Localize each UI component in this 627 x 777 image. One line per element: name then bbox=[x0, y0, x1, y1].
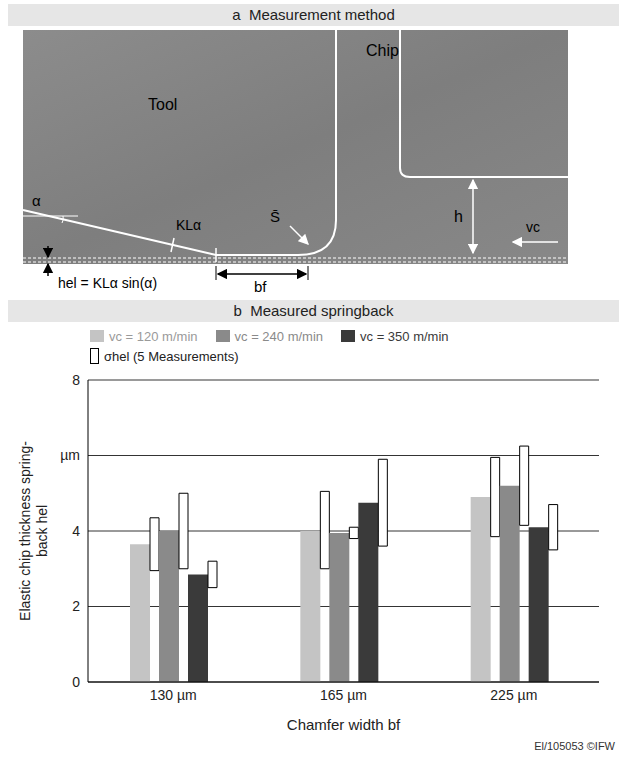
svg-text:S̄: S̄ bbox=[270, 208, 280, 225]
svg-text:4: 4 bbox=[72, 523, 80, 539]
svg-text:h: h bbox=[454, 208, 463, 225]
svg-text:hel = KLα sin(α): hel = KLα sin(α) bbox=[58, 275, 157, 291]
svg-text:Elastic chip thickness spring-: Elastic chip thickness spring- bbox=[17, 441, 33, 621]
svg-text:0: 0 bbox=[72, 674, 80, 690]
svg-text:µm: µm bbox=[60, 447, 80, 463]
svg-text:8: 8 bbox=[72, 372, 80, 388]
svg-text:vc: vc bbox=[526, 219, 540, 235]
svg-text:225 µm: 225 µm bbox=[490, 687, 537, 703]
svg-text:Tool: Tool bbox=[148, 96, 177, 113]
svg-text:2: 2 bbox=[72, 598, 80, 614]
svg-text:bf: bf bbox=[254, 278, 267, 295]
svg-text:back hel: back hel bbox=[34, 505, 50, 557]
svg-text:α: α bbox=[32, 192, 41, 209]
html-text:σhel (5 Measurements): σhel (5 Measurements) bbox=[104, 348, 239, 364]
svg-text:Chamfer width bf: Chamfer width bf bbox=[287, 716, 401, 733]
svg-text:130 µm: 130 µm bbox=[150, 687, 197, 703]
html-text:vc = 350 m/min: vc = 350 m/min bbox=[360, 328, 449, 344]
html-text:b Measured springback: b Measured springback bbox=[233, 302, 394, 319]
html-text:a Measurement method: a Measurement method bbox=[232, 6, 395, 23]
svg-text:KLα: KLα bbox=[176, 217, 201, 233]
html-text:El/105053 ©IFW: El/105053 ©IFW bbox=[534, 740, 615, 752]
html-text:vc = 240 m/min: vc = 240 m/min bbox=[234, 328, 323, 344]
html-text:vc = 120 m/min: vc = 120 m/min bbox=[109, 328, 198, 344]
svg-text:165 µm: 165 µm bbox=[320, 687, 367, 703]
svg-text:Chip: Chip bbox=[366, 42, 399, 59]
